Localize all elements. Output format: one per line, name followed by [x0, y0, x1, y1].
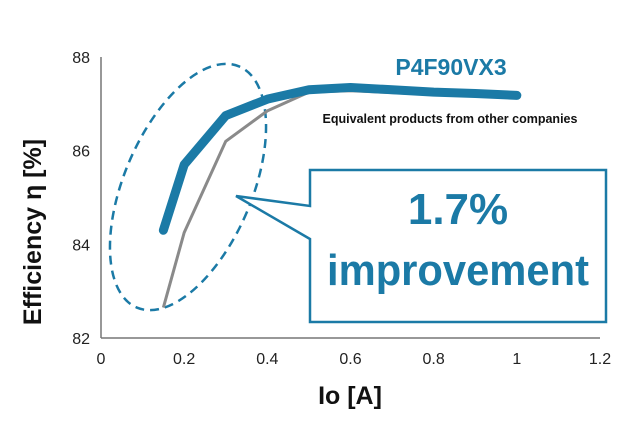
x-tick-label: 0.6 — [339, 351, 361, 368]
y-tick-label: 82 — [72, 331, 90, 348]
y-axis-title: Efficiency η [%] — [19, 139, 47, 325]
series-label-p4f90vx3: P4F90VX3 — [395, 54, 506, 80]
x-axis-title: Io [A] — [318, 382, 382, 410]
series-label-other-companies: Equivalent products from other companies — [323, 112, 578, 126]
callout-improvement: improvement — [327, 246, 589, 295]
series-line-p4f90vx3 — [158, 82, 522, 235]
y-tick-label: 84 — [72, 237, 90, 254]
x-tick-label: 0.8 — [423, 351, 445, 368]
y-tick-label: 88 — [72, 50, 90, 67]
x-tick-label: 1.2 — [589, 351, 611, 368]
axis-ticks: 0 0.2 0.4 0.6 0.8 1 1.2 82 84 86 88 — [72, 50, 611, 368]
callout-percent: 1.7% — [408, 185, 508, 234]
x-tick-label: 0 — [97, 351, 106, 368]
series-layer — [158, 82, 522, 308]
x-tick-label: 0.2 — [173, 351, 195, 368]
callout-box — [235, 168, 608, 324]
highlight-ellipse — [108, 62, 268, 312]
y-tick-label: 86 — [72, 144, 90, 161]
x-tick-label: 1 — [512, 351, 521, 368]
x-tick-label: 0.4 — [256, 351, 278, 368]
